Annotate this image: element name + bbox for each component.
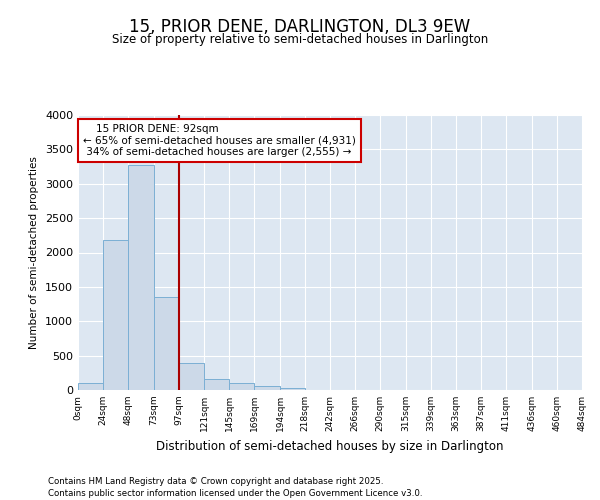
Bar xyxy=(103,240,128,390)
Bar xyxy=(280,388,305,390)
Bar xyxy=(128,165,154,390)
Text: 15 PRIOR DENE: 92sqm
← 65% of semi-detached houses are smaller (4,931)
 34% of s: 15 PRIOR DENE: 92sqm ← 65% of semi-detac… xyxy=(83,124,356,157)
Y-axis label: Number of semi-detached properties: Number of semi-detached properties xyxy=(29,156,40,349)
Bar xyxy=(204,378,229,390)
Text: Contains HM Land Registry data © Crown copyright and database right 2025.: Contains HM Land Registry data © Crown c… xyxy=(48,478,383,486)
Bar xyxy=(154,297,179,390)
Text: Size of property relative to semi-detached houses in Darlington: Size of property relative to semi-detach… xyxy=(112,32,488,46)
Bar xyxy=(229,384,254,390)
Bar xyxy=(179,363,204,390)
Bar xyxy=(78,383,103,390)
Text: Contains public sector information licensed under the Open Government Licence v3: Contains public sector information licen… xyxy=(48,489,422,498)
X-axis label: Distribution of semi-detached houses by size in Darlington: Distribution of semi-detached houses by … xyxy=(156,440,504,452)
Bar xyxy=(254,386,280,390)
Text: 15, PRIOR DENE, DARLINGTON, DL3 9EW: 15, PRIOR DENE, DARLINGTON, DL3 9EW xyxy=(130,18,470,36)
